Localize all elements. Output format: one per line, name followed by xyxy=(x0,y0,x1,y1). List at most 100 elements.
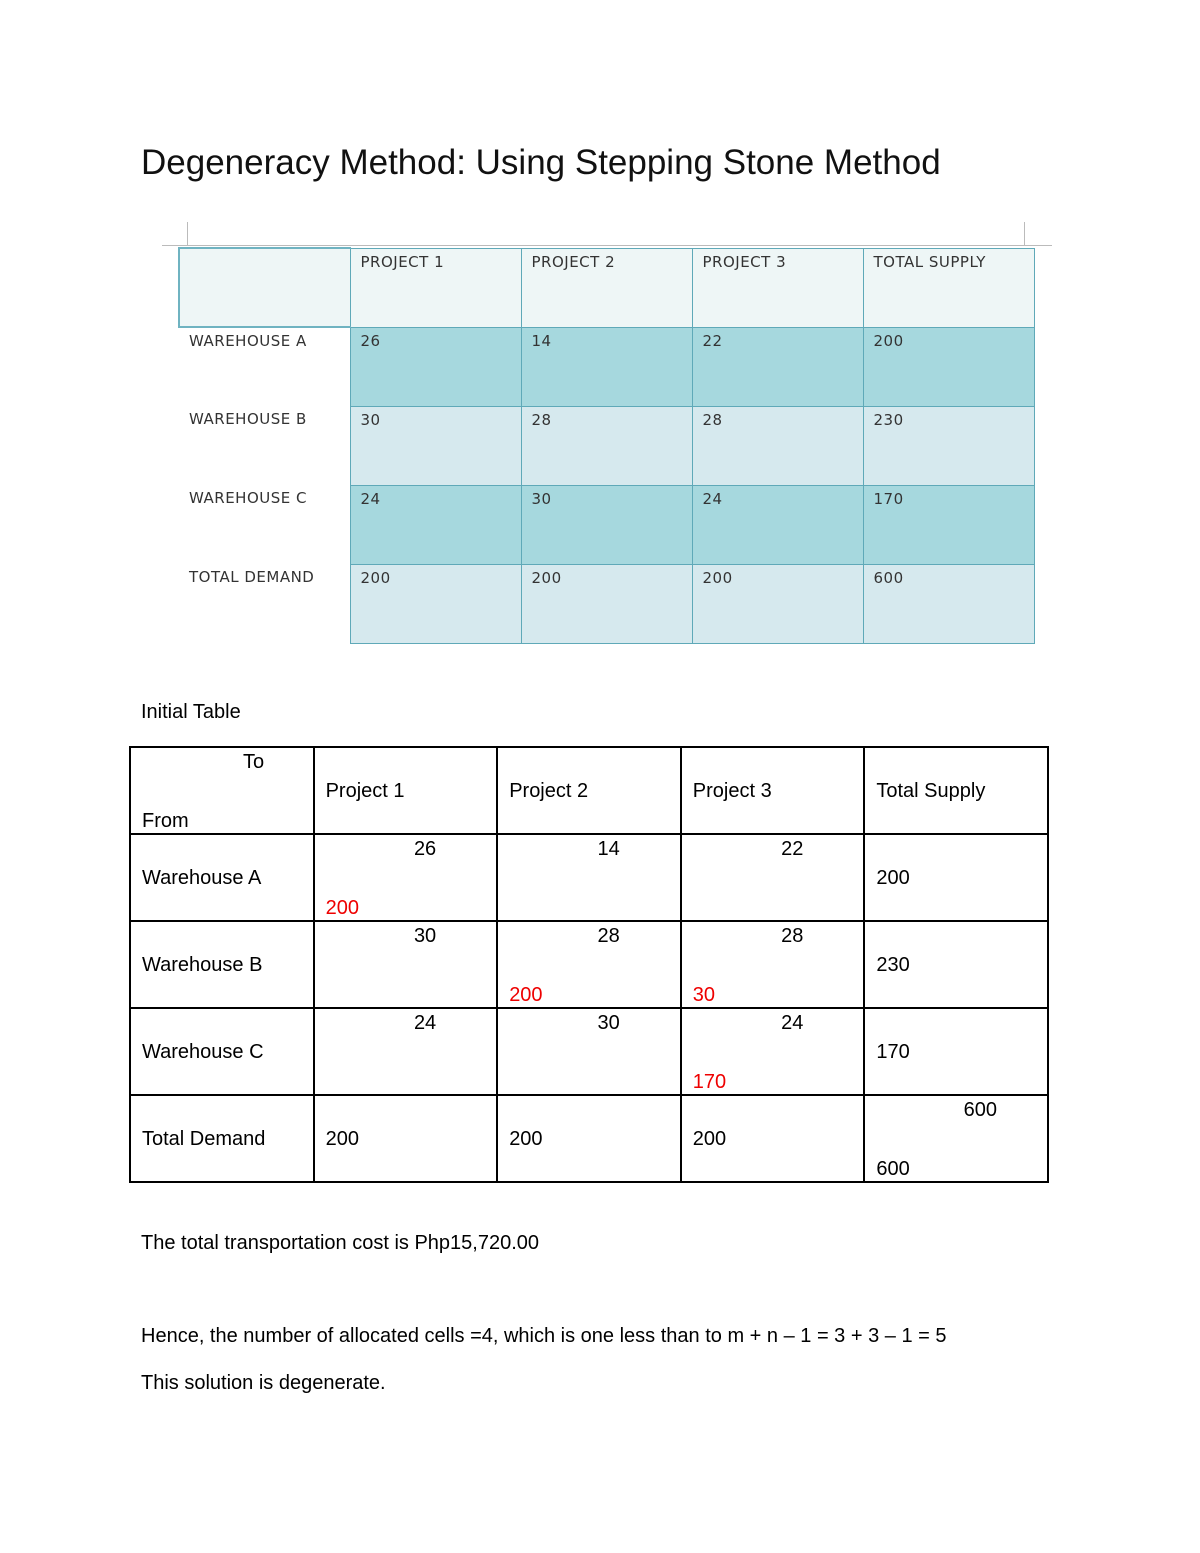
supply: 170 xyxy=(876,1041,910,1063)
demand: 200 xyxy=(692,1128,727,1150)
cell: 30 xyxy=(349,405,522,486)
cost: 14 xyxy=(597,838,620,860)
image-cost-table: PROJECT 1 PROJECT 2 PROJECT 3 TOTAL SUPP… xyxy=(178,247,1035,644)
table-row: Warehouse A 26 200 14 22 200 xyxy=(129,833,1049,922)
total-cell: 600 600 xyxy=(863,1094,1049,1183)
header-cell: PROJECT 2 xyxy=(520,247,693,328)
total-top: 600 xyxy=(963,1099,997,1121)
image-border-line xyxy=(162,245,1052,246)
header-cell: PROJECT 1 xyxy=(349,247,522,328)
row-label-text: Warehouse B xyxy=(142,954,263,976)
cell: 30 xyxy=(520,484,693,565)
header-cell: TOTAL SUPPLY xyxy=(862,247,1035,328)
table-header-row: PROJECT 1 PROJECT 2 PROJECT 3 TOTAL SUPP… xyxy=(178,247,1035,328)
table-row: WAREHOUSE A 26 14 22 200 xyxy=(179,326,1035,407)
cell: 22 xyxy=(679,833,866,922)
supply-cell: 170 xyxy=(863,1007,1049,1096)
cost: 28 xyxy=(781,925,804,947)
cell: 28 200 xyxy=(496,920,682,1009)
page-title: Degeneracy Method: Using Stepping Stone … xyxy=(141,143,941,182)
header-label: Project 1 xyxy=(325,780,405,802)
table-header-row: To From Project 1 Project 2 Project 3 To… xyxy=(129,746,1049,835)
degenerate-statement: This solution is degenerate. xyxy=(141,1372,386,1394)
table-row: Warehouse B 30 28 200 28 30 230 xyxy=(129,920,1049,1009)
supply: 230 xyxy=(876,954,910,976)
cell: 230 xyxy=(862,405,1035,486)
cell: 26 xyxy=(349,326,522,407)
cell: 24 170 xyxy=(679,1007,866,1096)
row-label: Total Demand xyxy=(129,1094,315,1183)
row-label-text: Total Demand xyxy=(142,1128,266,1150)
section-heading: Initial Table xyxy=(141,701,241,723)
cell: 170 xyxy=(862,484,1035,565)
to-label: To xyxy=(243,751,265,773)
total-bottom: 600 xyxy=(876,1158,910,1180)
header-label: Project 2 xyxy=(509,780,589,802)
row-label: Warehouse C xyxy=(129,1007,315,1096)
table-row: Warehouse C 24 30 24 170 170 xyxy=(129,1007,1049,1096)
row-label: WAREHOUSE C xyxy=(179,485,350,564)
table-row: WAREHOUSE C 24 30 24 170 xyxy=(179,484,1035,565)
image-border-line xyxy=(1024,222,1025,245)
row-label: TOTAL DEMAND xyxy=(179,564,350,643)
cell: 14 xyxy=(520,326,693,407)
allocation: 30 xyxy=(692,984,716,1006)
cell: 22 xyxy=(691,326,864,407)
row-label-text: Warehouse A xyxy=(142,867,262,889)
demand: 200 xyxy=(509,1128,543,1150)
supply-cell: 200 xyxy=(863,833,1049,922)
from-label: From xyxy=(142,810,189,832)
cell: 30 xyxy=(496,1007,682,1096)
initial-table: To From Project 1 Project 2 Project 3 To… xyxy=(129,746,1049,1183)
allocation: 200 xyxy=(325,897,359,919)
cost-statement: The total transportation cost is Php15,7… xyxy=(141,1232,540,1254)
header-label: Total Supply xyxy=(876,780,986,802)
cost: 28 xyxy=(597,925,620,947)
table-row: TOTAL DEMAND 200 200 200 600 xyxy=(179,563,1035,644)
cell: 28 30 xyxy=(679,920,866,1009)
cell: 28 xyxy=(520,405,693,486)
cell: 200 xyxy=(520,563,693,644)
demand: 200 xyxy=(325,1128,359,1150)
cost: 24 xyxy=(781,1012,804,1034)
cost: 30 xyxy=(413,925,437,947)
cell: 200 xyxy=(349,563,522,644)
cost: 24 xyxy=(413,1012,437,1034)
header-cell: Total Supply xyxy=(863,746,1049,835)
header-cell: PROJECT 3 xyxy=(691,247,864,328)
cost: 26 xyxy=(413,838,437,860)
supply: 200 xyxy=(876,867,910,889)
cell: 600 xyxy=(862,563,1035,644)
cell: 24 xyxy=(349,484,522,565)
supply-cell: 230 xyxy=(863,920,1049,1009)
allocation: 200 xyxy=(509,984,543,1006)
demand-row: Total Demand 200 200 200 600 600 xyxy=(129,1094,1049,1183)
cell: 28 xyxy=(691,405,864,486)
demand-cell: 200 xyxy=(312,1094,499,1183)
cell: 26 200 xyxy=(312,833,499,922)
cell: 14 xyxy=(496,833,682,922)
cell: 24 xyxy=(691,484,864,565)
header-cell: Project 3 xyxy=(679,746,866,835)
corner-cell xyxy=(178,247,351,328)
row-label: WAREHOUSE A xyxy=(179,327,350,406)
header-label: Project 3 xyxy=(692,780,772,802)
header-cell: Project 1 xyxy=(312,746,499,835)
demand-cell: 200 xyxy=(679,1094,866,1183)
allocation: 170 xyxy=(692,1071,727,1093)
cell: 24 xyxy=(312,1007,499,1096)
row-label: WAREHOUSE B xyxy=(179,406,350,485)
cost: 30 xyxy=(597,1012,620,1034)
corner-cell: To From xyxy=(129,746,315,835)
header-cell: Project 2 xyxy=(496,746,682,835)
row-label: Warehouse B xyxy=(129,920,315,1009)
image-border-line xyxy=(187,222,188,245)
cell: 200 xyxy=(691,563,864,644)
cell: 200 xyxy=(862,326,1035,407)
row-label: Warehouse A xyxy=(129,833,315,922)
cell: 30 xyxy=(312,920,499,1009)
row-label-text: Warehouse C xyxy=(142,1041,264,1063)
table-row: WAREHOUSE B 30 28 28 230 xyxy=(179,405,1035,486)
allocated-cells-statement: Hence, the number of allocated cells =4,… xyxy=(141,1325,947,1347)
